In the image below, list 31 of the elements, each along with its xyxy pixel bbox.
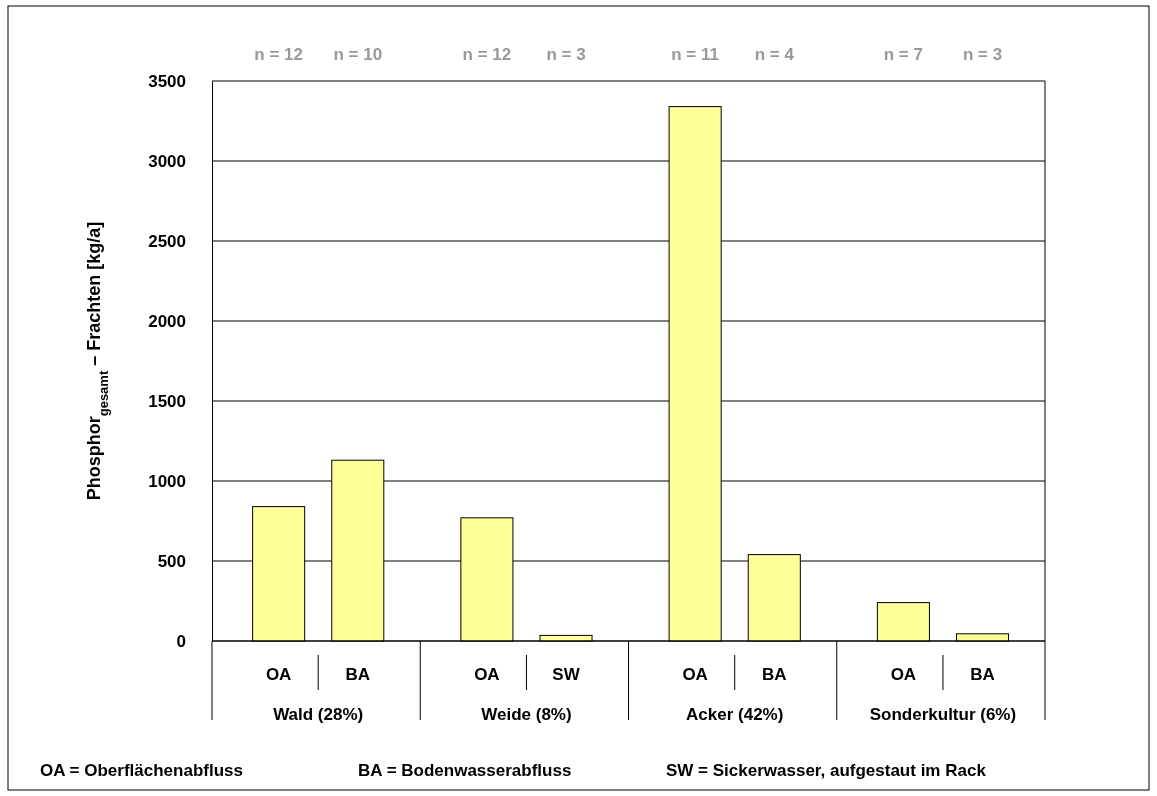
text: n = 4 <box>754 45 795 64</box>
x-tick-label: OA <box>682 665 708 684</box>
y-tick-label: 2500 <box>148 231 186 251</box>
text: n = 11 <box>671 45 720 64</box>
x-tick-label: SW <box>552 665 581 684</box>
text: n = 12 <box>462 45 512 64</box>
y-tick-label: 3000 <box>148 151 186 171</box>
text: BA = Bodenwasserabfluss <box>358 761 572 780</box>
text: Sonderkultur (6%) <box>869 705 1017 724</box>
x-tick-label: BA <box>970 665 995 684</box>
x-tick-label: OA <box>474 665 500 684</box>
y-tick-label: 500 <box>157 551 186 571</box>
text: n = 7 <box>883 45 923 64</box>
x-tick-label: OA <box>890 665 917 684</box>
y-tick-label: 1000 <box>148 471 186 491</box>
y-tick-label: 1500 <box>148 391 186 411</box>
x-tick-label: BA <box>345 665 371 684</box>
text: n = 3 <box>546 45 586 64</box>
x-tick-label: BA <box>761 665 787 684</box>
text: Weide (8%) <box>481 705 572 724</box>
text: n = 3 <box>962 45 1003 64</box>
text: SW = Sickerwasser, aufgestaut im Rack <box>666 761 987 780</box>
text: n = 12 <box>254 45 303 64</box>
text: OA = Oberflächenabfluss <box>40 761 243 780</box>
y-tick-label: 3500 <box>148 71 186 91</box>
y-tick-label: 2000 <box>148 311 186 331</box>
y-tick-label: 0 <box>176 631 186 651</box>
x-tick-label: OA <box>265 665 292 684</box>
text: Wald (28%) <box>273 705 364 724</box>
text: n = 10 <box>333 45 383 64</box>
text: Acker (42%) <box>686 705 784 724</box>
